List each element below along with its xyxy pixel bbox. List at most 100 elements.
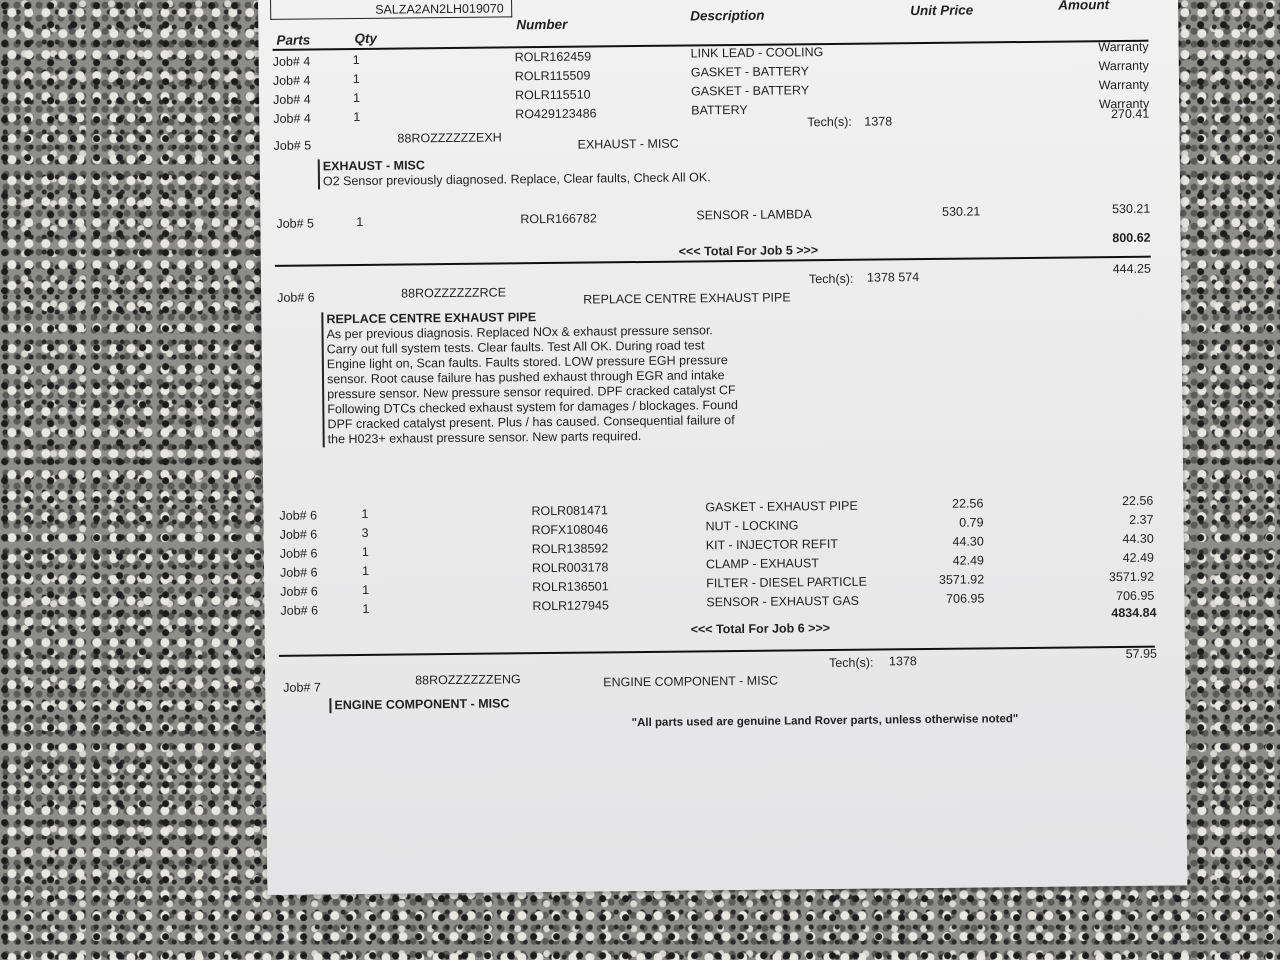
qty: 1: [362, 582, 370, 597]
labour-amount: 270.41: [1110, 106, 1150, 122]
part-description: BATTERY: [691, 103, 748, 118]
part-description: GASKET - BATTERY: [690, 64, 809, 80]
amount: 22.56: [1121, 493, 1154, 508]
part-description: SENSOR - EXHAUST GAS: [706, 594, 860, 610]
job-number: Job# 6: [280, 603, 319, 618]
note-text: O2 Sensor previously diagnosed. Replace,…: [322, 170, 711, 189]
section-rule: [278, 645, 1155, 657]
col-number: Number: [516, 16, 568, 33]
job-number: Job# 5: [273, 138, 312, 153]
qty: 1: [352, 52, 360, 67]
job-number: Job# 6: [280, 584, 318, 599]
job-total-label: <<< Total For Job 6 >>>: [690, 621, 831, 637]
amount: 42.49: [1122, 550, 1155, 565]
job-number: Job# 4: [273, 92, 311, 107]
qty: 1: [362, 601, 370, 616]
part-description: FILTER - DIESEL PARTICLE: [706, 575, 867, 591]
job-number: Job# 6: [279, 527, 318, 542]
job-number: Job# 4: [273, 111, 311, 126]
techs: 1378: [864, 114, 893, 129]
job-code: 88ROZZZZZZRCE: [401, 285, 507, 301]
amount: Warranty: [1098, 58, 1149, 74]
job-number: Job# 6: [279, 565, 318, 580]
col-qty: Qty: [354, 30, 378, 46]
unit-price: 22.56: [952, 496, 984, 511]
part-description: NUT - LOCKING: [705, 518, 799, 534]
note-text: As per previous diagnosis. Replaced NOx …: [326, 323, 739, 447]
part-description: KIT - INJECTOR REFIT: [705, 537, 839, 553]
col-unit-price: Unit Price: [910, 2, 974, 19]
amount: Warranty: [1098, 39, 1149, 55]
amount: 3571.92: [1108, 569, 1155, 585]
part-number: ROLR127945: [532, 597, 609, 613]
unit-price: 0.79: [959, 515, 984, 530]
part-number: ROLR115509: [514, 68, 591, 83]
amount: 44.30: [1122, 531, 1154, 546]
part-description: GASKET - EXHAUST PIPE: [705, 499, 858, 515]
part-number: ROLR081471: [531, 502, 608, 518]
qty: 1: [356, 214, 364, 229]
job-number: Job# 5: [276, 216, 314, 231]
qty: 3: [361, 525, 369, 540]
vin-box: SALZA2AN2LH019070: [269, 0, 513, 20]
job-number: Job# 4: [272, 73, 311, 88]
part-number: ROLR162459: [514, 49, 592, 64]
job-number: Job# 6: [279, 508, 318, 523]
job-number: Job# 7: [283, 680, 321, 695]
qty: 1: [361, 544, 369, 559]
job-number: Job# 4: [272, 54, 311, 69]
labour-amount: 57.95: [1125, 646, 1158, 661]
part-description: GASKET - BATTERY: [690, 83, 810, 99]
invoice-page: SALZA2AN2LH019070 Parts Qty Number Descr…: [258, 0, 1188, 895]
job-total-label: <<< Total For Job 5 >>>: [678, 243, 819, 259]
techs-label: Tech(s):: [828, 655, 874, 671]
job-code: 88ROZZZZZZEXH: [397, 130, 502, 146]
job-total: 800.62: [1112, 230, 1151, 246]
part-description: SENSOR - LAMBDA: [696, 207, 812, 223]
techs-label: Tech(s):: [807, 114, 852, 130]
techs: 1378 574: [866, 270, 920, 285]
qty: 1: [353, 90, 361, 105]
col-parts: Parts: [276, 32, 311, 48]
job-number: Job# 6: [279, 546, 318, 561]
part-description: CLAMP - EXHAUST: [705, 556, 820, 572]
part-number: ROLR138592: [531, 540, 609, 556]
col-amount: Amount: [1058, 0, 1110, 13]
job-note: EXHAUST - MISC O2 Sensor previously diag…: [317, 154, 744, 190]
part-description: LINK LEAD - COOLING: [690, 45, 824, 61]
footer-note: "All parts used are genuine Land Rover p…: [631, 713, 1019, 730]
part-number: RO429123486: [515, 106, 597, 121]
qty: 1: [353, 109, 361, 124]
note-title: ENGINE COMPONENT - MISC: [334, 696, 510, 713]
job-title: EXHAUST - MISC: [577, 136, 679, 152]
part-number: ROLR115510: [514, 87, 591, 102]
labour-amount: 444.25: [1112, 261, 1151, 277]
unit-price: 3571.92: [938, 572, 985, 588]
qty: 1: [352, 71, 360, 86]
job-title: ENGINE COMPONENT - MISC: [603, 673, 779, 690]
job-number: Job# 6: [277, 290, 315, 305]
qty: 1: [361, 563, 370, 578]
amount: 530.21: [1111, 201, 1151, 217]
unit-price: 530.21: [942, 204, 981, 220]
unit-price: 706.95: [946, 591, 985, 607]
job-note: REPLACE CENTRE EXHAUST PIPE As per previ…: [321, 307, 748, 448]
amount: 2.37: [1129, 512, 1154, 527]
amount: 706.95: [1116, 588, 1155, 604]
techs-label: Tech(s):: [808, 271, 854, 287]
qty: 1: [361, 506, 369, 521]
unit-price: 44.30: [952, 534, 984, 549]
job-total: 4834.84: [1111, 605, 1157, 621]
part-number: ROFX108046: [531, 521, 609, 537]
col-description: Description: [690, 7, 765, 24]
part-number: ROLR166782: [520, 211, 597, 226]
part-number: ROLR136501: [532, 578, 609, 594]
techs: 1378: [888, 654, 917, 669]
job-title: REPLACE CENTRE EXHAUST PIPE: [583, 290, 791, 307]
job-code: 88ROZZZZZZENG: [415, 672, 521, 688]
unit-price: 42.49: [952, 553, 985, 568]
vin: SALZA2AN2LH019070: [375, 1, 504, 17]
part-number: ROLR003178: [531, 559, 609, 575]
amount: Warranty: [1098, 77, 1150, 93]
job-note: ENGINE COMPONENT - MISC: [329, 696, 510, 714]
